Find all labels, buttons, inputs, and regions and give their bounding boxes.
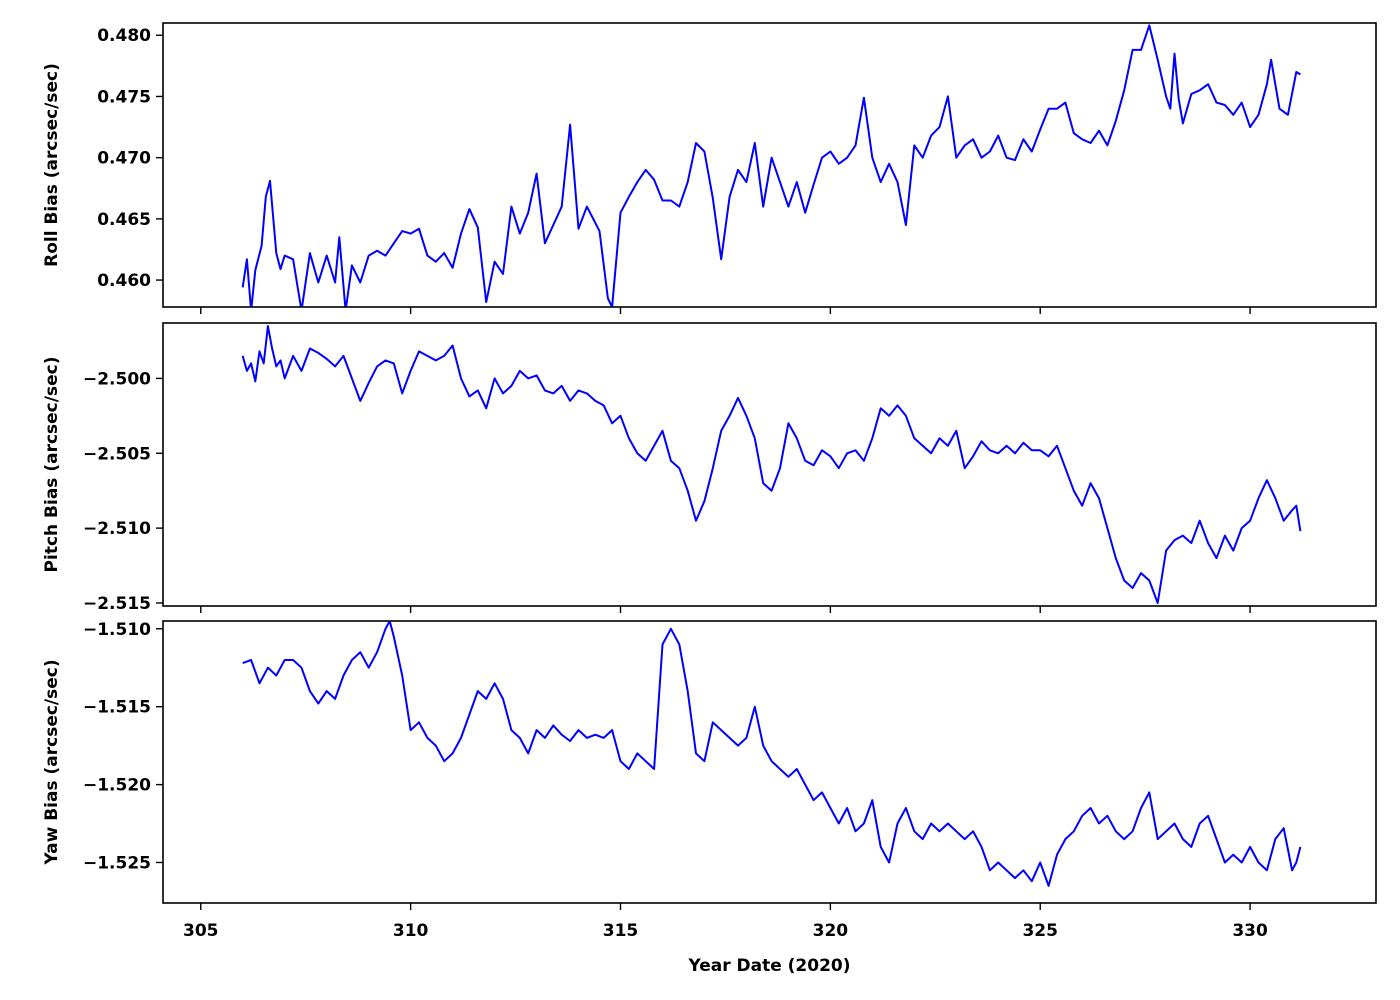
yaw-bias-x-tick-label: 315 <box>603 921 639 941</box>
yaw-bias-panel: −1.525 −1.520 −1.515 −1.510 305 310 315 320 325 3… <box>42 620 1377 941</box>
yaw-bias-series-line <box>242 621 1302 887</box>
pitch-bias-plot-frame <box>162 322 1377 607</box>
yaw-bias-y-tick-label: −1.515 <box>83 698 151 718</box>
yaw-bias-x-tick-label: 330 <box>1232 921 1268 941</box>
x-axis-label: Year Date (2020) <box>687 956 850 976</box>
yaw-bias-y-tick-label: −1.510 <box>83 620 151 640</box>
roll-bias-y-tick-label: 0.465 <box>97 210 151 230</box>
pitch-bias-y-tick-label: −2.500 <box>83 369 151 389</box>
yaw-bias-y-axis-label: Yaw Bias (arcsec/sec) <box>42 659 62 865</box>
yaw-bias-x-tick-label: 320 <box>813 921 849 941</box>
roll-bias-series-line <box>241 24 1301 307</box>
roll-bias-y-tick-label: 0.475 <box>97 87 151 107</box>
roll-bias-y-tick-label: 0.470 <box>97 149 151 169</box>
yaw-bias-x-tick-label: 325 <box>1022 921 1058 941</box>
yaw-bias-x-tick-label: 305 <box>183 921 219 941</box>
yaw-bias-x-tick-label: 310 <box>393 921 429 941</box>
pitch-bias-y-tick-label: −2.505 <box>83 444 151 464</box>
pitch-bias-series-line <box>241 325 1302 604</box>
yaw-bias-plot-frame <box>162 620 1377 904</box>
pitch-bias-y-tick-label: −2.510 <box>83 519 151 539</box>
roll-bias-panel: 0.460 0.465 0.470 0.475 0.480 Roll Bias (arcs… <box>42 22 1377 314</box>
yaw-bias-y-tick-label: −1.520 <box>83 776 151 796</box>
roll-bias-y-tick-label: 0.460 <box>97 271 151 291</box>
pitch-bias-y-tick-label: −2.515 <box>83 594 151 614</box>
pitch-bias-panel: −2.515 −2.510 −2.505 −2.500 Pitch Bias (arcs… <box>42 322 1377 614</box>
yaw-bias-y-tick-label: −1.525 <box>83 853 151 873</box>
roll-bias-y-axis-label: Roll Bias (arcsec/sec) <box>42 63 62 267</box>
pitch-bias-y-axis-label: Pitch Bias (arcsec/sec) <box>42 357 62 573</box>
roll-bias-plot-frame <box>162 22 1377 308</box>
roll-bias-y-tick-label: 0.480 <box>97 26 151 46</box>
